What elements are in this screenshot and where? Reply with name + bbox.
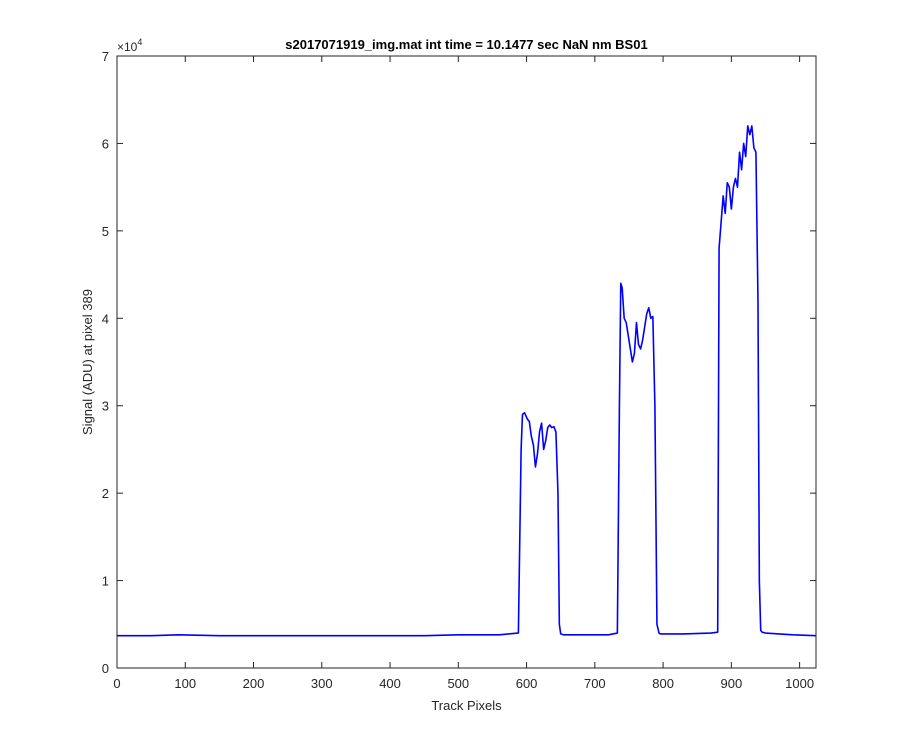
x-tick-label-0: 0 [113, 676, 120, 691]
x-tick-label-400: 400 [379, 676, 401, 691]
y-tick-label-30000: 3 [102, 399, 109, 414]
x-axis-ticks: 0 100 200 300 400 500 600 700 800 900 1000 [113, 56, 814, 691]
x-tick-label-700: 700 [584, 676, 606, 691]
y-exponent-base: ×10 [117, 40, 138, 54]
y-tick-label-0: 0 [102, 661, 109, 676]
x-tick-label-1000: 1000 [785, 676, 814, 691]
x-tick-label-900: 900 [721, 676, 743, 691]
x-tick-label-600: 600 [516, 676, 538, 691]
y-axis-ticks: 0 1 2 3 4 5 6 7 [102, 49, 816, 676]
x-axis-label: Track Pixels [431, 698, 502, 713]
chart-title: s2017071919_img.mat int time = 10.1477 s… [285, 37, 647, 52]
series-line-0 [117, 125, 817, 637]
y-axis-label: Signal (ADU) at pixel 389 [80, 289, 95, 435]
x-tick-label-300: 300 [311, 676, 333, 691]
y-tick-label-50000: 5 [102, 224, 109, 239]
x-tick-label-200: 200 [243, 676, 265, 691]
x-tick-label-500: 500 [447, 676, 469, 691]
y-tick-label-60000: 6 [102, 136, 109, 151]
x-tick-label-800: 800 [652, 676, 674, 691]
x-tick-label-100: 100 [174, 676, 196, 691]
y-tick-label-10000: 1 [102, 574, 109, 589]
y-tick-label-20000: 2 [102, 486, 109, 501]
y-exponent-label: ×104 [117, 37, 142, 54]
y-exponent-power: 4 [137, 37, 142, 47]
y-tick-label-40000: 4 [102, 311, 109, 326]
axes-box [116, 55, 817, 669]
data-layer [117, 125, 817, 637]
y-tick-label-70000: 7 [102, 49, 109, 64]
plot-area [117, 56, 816, 668]
